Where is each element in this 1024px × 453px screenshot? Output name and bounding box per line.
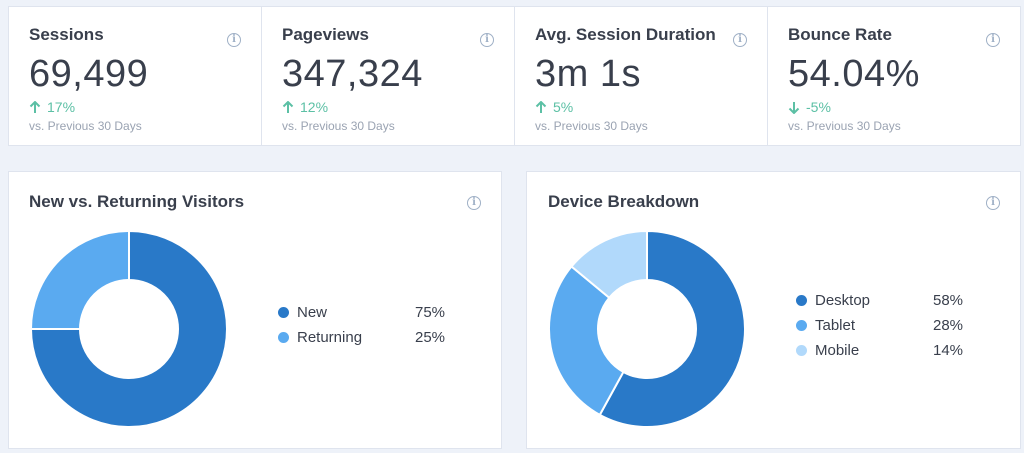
stat-title: Pageviews [282, 25, 369, 44]
stat-change: 5% [535, 99, 767, 115]
legend-dot [278, 307, 289, 318]
donut-slice-desktop[interactable] [598, 229, 746, 428]
legend-label: Desktop [815, 292, 871, 309]
stat-value: 54.04% [788, 53, 920, 95]
device-legend: Desktop 58% Tablet 28% Mobile 14% [796, 288, 983, 363]
stat-comparison: vs. Previous 30 Days [29, 119, 142, 133]
legend-label: Returning [297, 329, 363, 346]
stat-change-value: 5% [553, 99, 574, 115]
stat-card-pageviews: Pageviews i 347,324 12% vs. Previous 30 … [262, 7, 515, 145]
device-panel: Device Breakdown i Desktop 58% Tablet 28… [526, 171, 1021, 449]
donut-slice-new[interactable] [29, 229, 228, 428]
stat-card-avg-session-duration: Avg. Session Duration i 3m 1s 5% vs. Pre… [515, 7, 768, 145]
info-icon[interactable]: i [227, 33, 241, 47]
legend-label: New [297, 304, 328, 321]
stat-card-sessions: Sessions i 69,499 17% vs. Previous 30 Da… [9, 7, 262, 145]
visitors-panel: New vs. Returning Visitors i New 75% Ret… [8, 171, 502, 449]
legend-percent: 58% [933, 292, 964, 309]
stat-change: 12% [282, 99, 514, 115]
arrow-up-icon [282, 100, 294, 113]
stats-row: Sessions i 69,499 17% vs. Previous 30 Da… [8, 6, 1021, 146]
info-icon[interactable]: i [733, 33, 747, 47]
visitors-donut-chart [29, 229, 228, 428]
stat-comparison: vs. Previous 30 Days [535, 119, 648, 133]
stat-comparison: vs. Previous 30 Days [788, 119, 901, 133]
legend-percent: 75% [415, 304, 446, 321]
info-icon[interactable]: i [467, 196, 481, 210]
donut-slice-tablet[interactable] [548, 265, 625, 417]
info-icon[interactable]: i [986, 196, 1000, 210]
legend-item-desktop: Desktop 58% [796, 288, 983, 313]
stat-value: 3m 1s [535, 53, 641, 95]
stat-card-bounce-rate: Bounce Rate i 54.04% -5% vs. Previous 30… [768, 7, 1020, 145]
info-icon[interactable]: i [986, 33, 1000, 47]
stat-value: 69,499 [29, 53, 149, 95]
donut-slice-mobile[interactable] [570, 229, 648, 300]
panel-title: Device Breakdown [548, 192, 700, 211]
arrow-down-icon [788, 101, 800, 114]
legend-percent: 25% [415, 329, 446, 346]
stat-change-value: -5% [806, 99, 831, 115]
stat-change-value: 12% [300, 99, 329, 115]
legend-percent: 14% [933, 342, 964, 359]
legend-percent: 28% [933, 317, 964, 334]
visitors-legend: New 75% Returning 25% [278, 300, 465, 350]
stat-value: 347,324 [282, 53, 423, 95]
stat-title: Sessions [29, 25, 104, 44]
stat-comparison: vs. Previous 30 Days [282, 119, 395, 133]
arrow-up-icon [29, 100, 41, 113]
legend-dot [796, 295, 807, 306]
legend-item-returning: Returning 25% [278, 325, 465, 350]
panel-title: New vs. Returning Visitors [29, 192, 245, 211]
device-donut-chart [548, 229, 746, 428]
legend-label: Mobile [815, 342, 860, 359]
stat-title: Avg. Session Duration [535, 25, 716, 44]
donut-slice-returning[interactable] [29, 229, 130, 330]
legend-item-mobile: Mobile 14% [796, 338, 983, 363]
stat-change-value: 17% [47, 99, 76, 115]
legend-item-tablet: Tablet 28% [796, 313, 983, 338]
legend-dot [796, 320, 807, 331]
arrow-up-icon [535, 100, 547, 113]
legend-item-new: New 75% [278, 300, 465, 325]
stat-change: -5% [788, 99, 1020, 115]
legend-label: Tablet [815, 317, 856, 334]
legend-dot [278, 332, 289, 343]
info-icon[interactable]: i [480, 33, 494, 47]
stat-change: 17% [29, 99, 261, 115]
legend-dot [796, 345, 807, 356]
stat-title: Bounce Rate [788, 25, 892, 44]
